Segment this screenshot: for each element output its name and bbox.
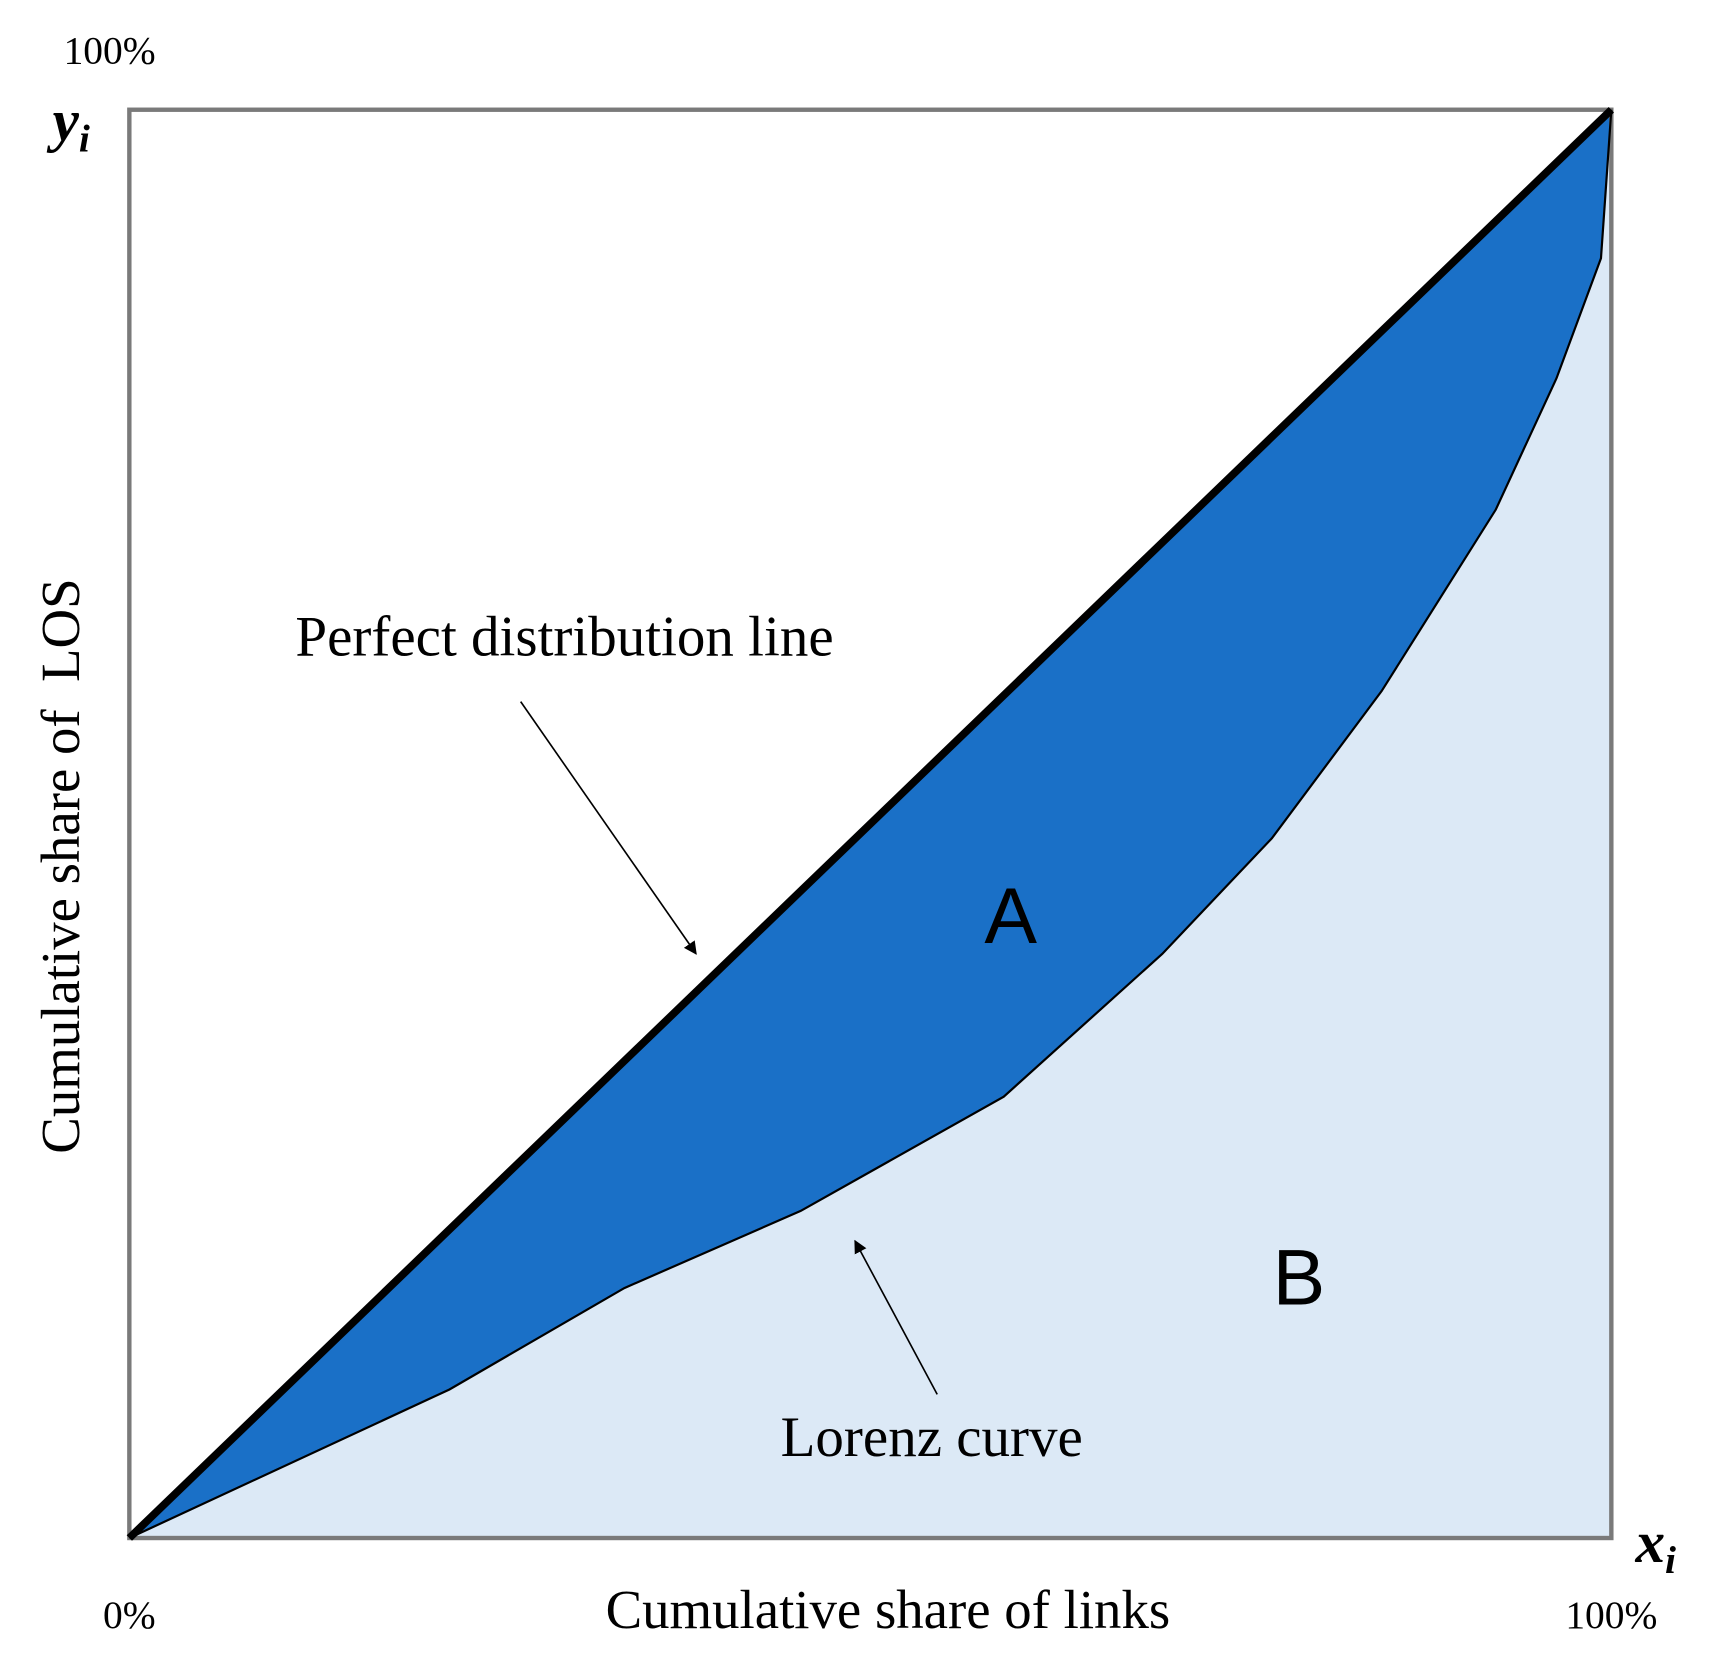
annotation: Lorenz curve xyxy=(781,1406,1083,1469)
y-tick-label: 100% xyxy=(64,29,156,73)
area-below xyxy=(129,109,1612,1539)
y-symbol: yi xyxy=(47,87,90,160)
arrow xyxy=(519,701,697,955)
x-axis-label: Cumulative share of links xyxy=(606,1579,1171,1640)
region-label: A xyxy=(984,872,1037,960)
perfect-line xyxy=(126,106,1615,1541)
y-axis-label: Cumulative share of LOS xyxy=(30,578,91,1153)
arrow xyxy=(854,1239,938,1395)
x-tick-label: 0% xyxy=(103,1593,156,1637)
x-symbol-subscript: i xyxy=(1665,1538,1676,1582)
region-label: B xyxy=(1273,1234,1326,1322)
plot-frame xyxy=(127,107,1614,1541)
x-tick-label: 100% xyxy=(1565,1593,1657,1637)
y-symbol-subscript: i xyxy=(79,116,90,160)
annotation: Perfect distribution line xyxy=(295,606,833,669)
y-symbol-text: y xyxy=(47,87,80,153)
lines xyxy=(126,106,1615,1541)
x-symbol: xi xyxy=(1634,1509,1676,1582)
lorenz-curve xyxy=(128,109,1613,1540)
x-symbol-text: x xyxy=(1634,1509,1665,1575)
